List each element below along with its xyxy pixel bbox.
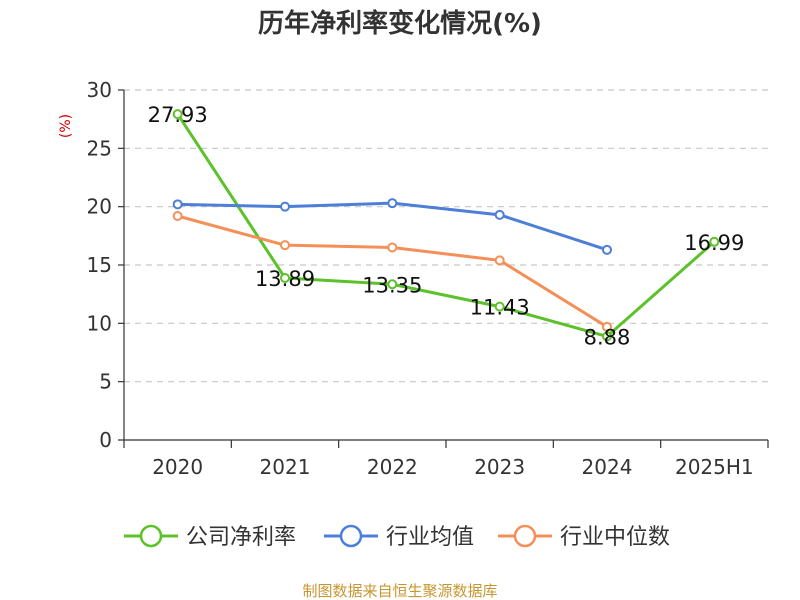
legend-marker-1 [339, 524, 363, 548]
legend-marker-2 [513, 524, 537, 548]
series-line-2 [176, 214, 609, 329]
series-2-point-2023 [494, 255, 505, 266]
series-2-point-2024 [602, 321, 612, 332]
y-tick-label-20: 20 [87, 195, 112, 219]
legend: 公司净利率 行业均值 行业中位数 [124, 524, 670, 550]
y-tick-label-5: 5 [99, 370, 112, 394]
data-label-2023: 11.43 [470, 296, 530, 320]
series-1-point-2022 [387, 198, 398, 209]
legend-label-2: 行业中位数 [560, 525, 670, 550]
series-2-point-2021 [280, 240, 290, 251]
y-axis-label: (%) [58, 114, 74, 138]
y-tick-label-0: 0 [99, 428, 112, 452]
series-1-point-2021 [280, 201, 290, 212]
series-0-point-2024 [602, 331, 612, 342]
series-1-point-2024 [602, 244, 612, 255]
x-tick-label-2025H1: 2025H1 [675, 455, 754, 479]
data-labels: 27.93 13.89 13.35 11.43 8.88 16.99 [148, 103, 745, 349]
series-lines [172, 109, 720, 342]
data-label-2022: 13.35 [362, 273, 422, 297]
data-label-2020: 27.93 [148, 103, 208, 127]
chart-title: 历年净利率变化情况(%) [258, 8, 542, 39]
gridlines [124, 89, 768, 383]
legend-label-0: 公司净利率 [186, 525, 296, 550]
x-tick-label-2022: 2022 [367, 455, 418, 479]
data-label-2024: 8.88 [584, 325, 631, 349]
data-label-2021: 13.89 [255, 267, 315, 291]
x-tick-label-2023: 2023 [474, 455, 525, 479]
series-2-point-2020 [172, 211, 183, 221]
x-tick-label-2020: 2020 [152, 455, 203, 479]
series-0-point-2023 [494, 301, 505, 312]
y-tick-label-10: 10 [87, 311, 112, 335]
series-0-point-2022 [387, 279, 398, 290]
series-0-point-2021 [280, 272, 290, 283]
x-tick-label-2021: 2021 [260, 455, 311, 479]
series-1-point-2023 [494, 209, 505, 220]
y-tick-label-30: 30 [87, 78, 112, 102]
source-note: 制图数据来自恒生聚源数据库 [302, 582, 497, 600]
y-tick-label-15: 15 [87, 253, 112, 277]
series-2-point-2022 [387, 242, 398, 253]
legend-marker-0 [139, 524, 163, 548]
y-tick-label-25: 25 [87, 136, 112, 160]
axes: 0 5 10 15 20 25 30 2020 2021 2022 2023 2024 2025H1 [87, 78, 769, 479]
series-0-point-2020 [172, 109, 183, 120]
data-label-2025H1: 16.99 [684, 231, 744, 255]
legend-label-1: 行业均值 [386, 525, 474, 550]
series-0-point-2025H1 [709, 236, 720, 247]
series-1-point-2020 [172, 199, 183, 210]
series-line-0 [176, 112, 716, 338]
x-tick-label-2024: 2024 [582, 455, 633, 479]
